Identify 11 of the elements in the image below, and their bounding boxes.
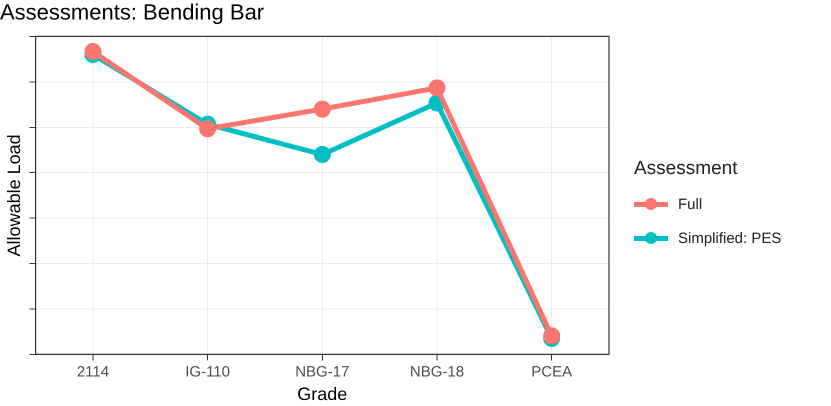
x-tick-label: NBG-18 [410,364,464,381]
x-tick-label: PCEA [531,364,572,381]
x-axis-title: Grade [297,384,348,404]
x-tick-label: NBG-17 [295,364,350,381]
x-tick-label: IG-110 [185,364,230,381]
y-axis-title: Allowable Load [4,134,24,256]
chart-title: Assessments: Bending Bar [0,0,264,24]
x-tick-label: 2114 [76,364,110,381]
legend-title: Assessment [634,158,738,180]
legend-label: Full [678,196,702,212]
legend-label: Simplified: PES [678,230,782,246]
